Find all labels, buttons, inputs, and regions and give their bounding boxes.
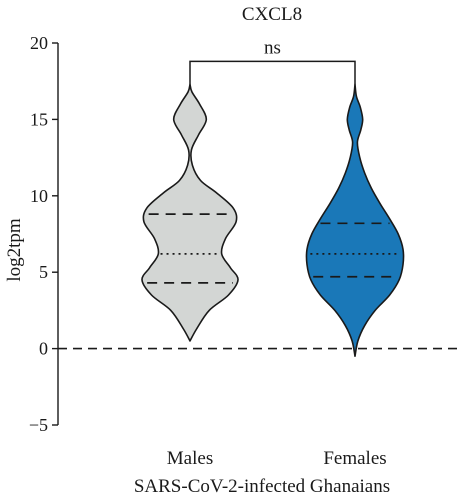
y-tick-label: 0 [39, 339, 48, 359]
y-tick-label: 5 [39, 262, 48, 282]
violin-body [141, 83, 239, 342]
violin-females [305, 83, 405, 358]
y-tick-label: 20 [30, 33, 48, 53]
y-tick-label: −5 [29, 415, 48, 435]
violins [141, 83, 405, 358]
bracket-line [189, 60, 356, 85]
y-tick-label: 10 [30, 186, 48, 206]
x-axis-label: SARS-CoV-2-infected Ghanaians [134, 476, 390, 497]
y-axis: −5 0 5 10 15 20 [29, 33, 462, 435]
significance-label: ns [264, 37, 281, 58]
violin-males [141, 83, 239, 342]
chart-title: CXCL8 [242, 4, 302, 25]
significance-bracket: ns [189, 37, 356, 85]
x-tick-label: Males [167, 448, 213, 469]
y-tick-label: 15 [30, 109, 48, 129]
x-tick-label: Females [323, 448, 386, 469]
y-axis-label: log2tpm [4, 218, 25, 282]
x-tick-labels: Males Females [167, 448, 387, 469]
violin-body [305, 83, 405, 358]
